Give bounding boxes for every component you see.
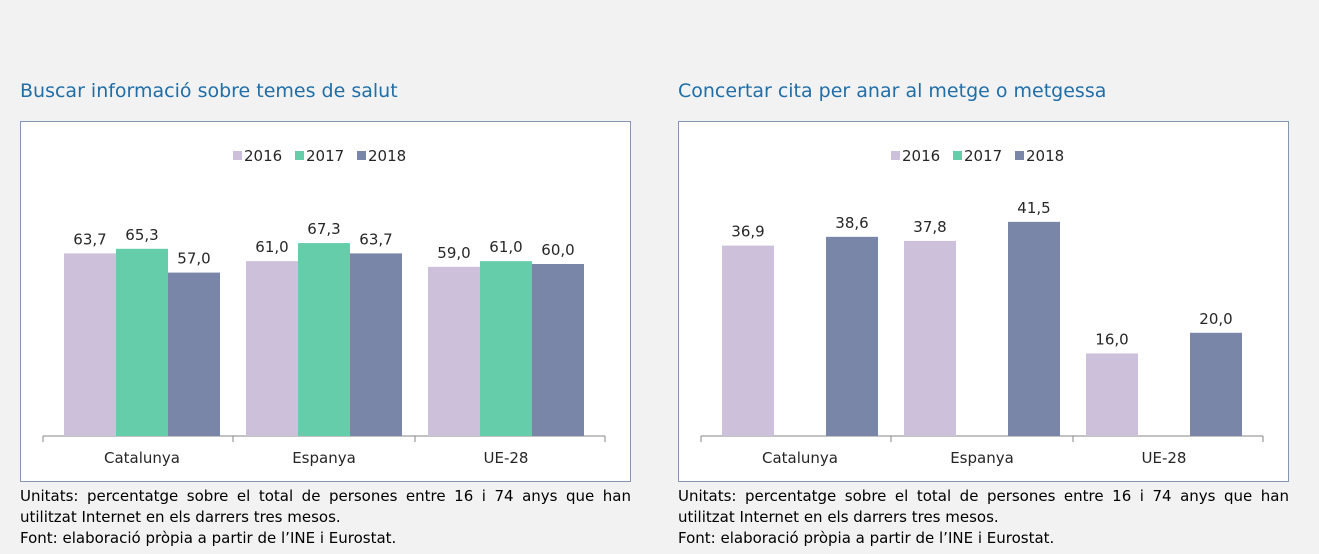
x-tick-label: Catalunya [104,449,180,467]
chart: 2016 2017 2018 Catalunya 63,7 65,3 57,0 Espanya… [42,147,606,467]
data-label: 60,0 [541,241,574,259]
bar [722,245,774,436]
data-label: 57,0 [177,250,210,268]
legend-swatch [295,151,304,160]
bar [532,264,584,436]
bar [298,243,350,436]
data-label: 36,9 [731,223,764,241]
legend-label: 2016 [244,147,282,165]
bar [904,240,956,436]
data-label: 41,5 [1017,199,1050,217]
bar [1086,353,1138,436]
legend-swatch [233,151,242,160]
x-tick-label: Espanya [292,449,356,467]
data-label: 63,7 [359,230,392,248]
x-tick-label: UE-28 [1142,449,1187,467]
legend-swatch [953,151,962,160]
legend-label: 2017 [964,147,1002,165]
data-label: 37,8 [913,218,946,236]
data-label: 20,0 [1199,310,1232,328]
x-tick-label: Catalunya [762,449,838,467]
legend-swatch [1015,151,1024,160]
notes: Unitats: percentatge sobre el total de p… [20,486,631,549]
notes: Unitats: percentatge sobre el total de p… [678,486,1289,549]
bar [64,253,116,436]
legend-swatch [891,151,900,160]
legend-label: 2017 [306,147,344,165]
data-label: 16,0 [1095,330,1128,348]
bar [1008,221,1060,436]
bar [480,261,532,436]
note: Unitats: percentatge sobre el total de p… [20,487,631,526]
bar [246,261,298,436]
x-tick-label: UE-28 [484,449,529,467]
bar [116,248,168,436]
bar [350,253,402,436]
bar [168,272,220,436]
data-label: 59,0 [437,244,470,262]
chart-title: Concertar cita per anar al metge o metge… [678,80,1107,102]
chart-box: 2016 2017 2018 Catalunya 36,9 38,6 Espanya 37,8… [678,121,1289,482]
data-label: 61,0 [255,238,288,256]
chart-box: 2016 2017 2018 Catalunya 63,7 65,3 57,0 Espanya… [20,121,631,482]
legend-swatch [357,151,366,160]
note: Unitats: percentatge sobre el total de p… [678,487,1289,526]
data-label: 61,0 [489,238,522,256]
data-label: 65,3 [125,226,158,244]
legend-label: 2016 [902,147,940,165]
legend-label: 2018 [368,147,406,165]
legend-label: 2018 [1026,147,1064,165]
data-label: 63,7 [73,230,106,248]
note: Font: elaboració pròpia a partir de l’IN… [20,529,397,547]
chart-title: Buscar informació sobre temes de salut [20,80,398,102]
chart: 2016 2017 2018 Catalunya 36,9 38,6 Espanya 37,8… [700,147,1264,467]
bar [1190,332,1242,436]
data-label: 67,3 [307,220,340,238]
bar [826,236,878,436]
note: Font: elaboració pròpia a partir de l’IN… [678,529,1055,547]
bar [428,266,480,436]
data-label: 38,6 [835,214,868,232]
x-tick-label: Espanya [950,449,1014,467]
